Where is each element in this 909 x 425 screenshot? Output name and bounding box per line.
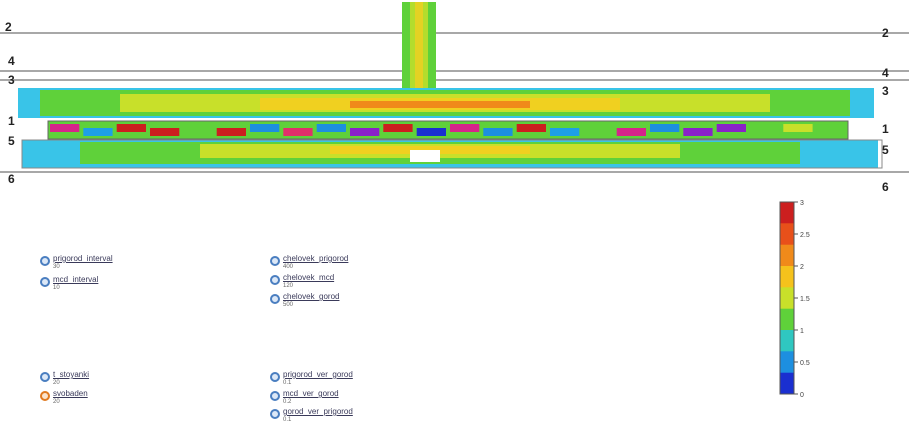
param-value: 0.1: [283, 417, 292, 423]
train-car: [250, 124, 280, 132]
legend-color-band: [780, 287, 794, 310]
param-value: 0.1: [283, 380, 292, 386]
legend-tick-label: 2.5: [800, 232, 810, 239]
train-car: [450, 124, 480, 132]
param-chelovek-mcd[interactable]: chelovek_mcd 120: [270, 274, 334, 290]
legend-color-band: [780, 244, 794, 267]
param-t-stoyanki[interactable]: t_stoyanki 20: [40, 371, 89, 387]
param-name: mcd_ver_gorod: [283, 389, 339, 398]
param-value: 30: [53, 264, 60, 270]
param-value: 120: [283, 283, 294, 289]
legend-color-band: [780, 202, 794, 224]
param-name: prigorod_ver_gorod: [283, 370, 353, 379]
lane-label-right-5: 5: [882, 143, 889, 157]
train-car: [516, 124, 546, 132]
knob-icon[interactable]: [270, 409, 280, 419]
param-mcd-interval[interactable]: mcd_interval 10: [40, 276, 98, 292]
central-track: [47, 120, 849, 140]
knob-icon[interactable]: [40, 372, 50, 382]
legend-tick-label: 1: [800, 328, 804, 335]
param-value: 10: [53, 285, 60, 291]
knob-icon[interactable]: [270, 391, 280, 401]
knob-icon[interactable]: [40, 256, 50, 266]
knob-icon[interactable]: [270, 275, 280, 285]
param-svobaden[interactable]: svobaden 20: [40, 390, 88, 406]
knob-icon[interactable]: [270, 372, 280, 382]
train-car: [816, 128, 846, 136]
lane-label-right-6: 6: [882, 180, 889, 194]
train-car: [150, 128, 180, 136]
param-mcd-ver-gorod[interactable]: mcd_ver_gorod 0.2: [270, 390, 339, 406]
param-name: prigorod_interval: [53, 254, 113, 263]
param-chelovek-prigorod[interactable]: chelovek_prigorod 400: [270, 255, 348, 271]
train-car: [483, 128, 513, 136]
legend-color-band: [780, 372, 794, 395]
param-name: chelovek_gorod: [283, 292, 340, 301]
param-name: mcd_interval: [53, 275, 99, 284]
lane-label-left-3: 3: [8, 73, 15, 87]
param-value: 400: [283, 264, 294, 270]
legend-tick-label: 1.5: [800, 296, 810, 303]
train-car: [50, 124, 80, 132]
param-name: svobaden: [53, 389, 88, 398]
param-name: gorod_ver_prigorod: [283, 407, 353, 416]
param-value: 20: [53, 399, 60, 405]
density-heatmap: [0, 2, 909, 173]
train-car: [683, 128, 713, 136]
param-prigorod-ver-gorod[interactable]: prigorod_ver_gorod 0.1: [270, 371, 353, 387]
legend-tick-label: 3: [800, 200, 804, 207]
legend-tick-label: 0.5: [800, 360, 810, 367]
train-car: [550, 128, 580, 136]
train-car: [583, 124, 613, 132]
param-gorod-ver-prigorod[interactable]: gorod_ver_prigorod 0.1: [270, 408, 353, 424]
lane-label-left-6: 6: [8, 172, 15, 186]
param-chelovek-gorod[interactable]: chelovek_gorod 500: [270, 293, 339, 309]
param-name: chelovek_prigorod: [283, 254, 349, 263]
color-scale-legend: 3 2.5 2 1.5 1 0.5 0: [779, 200, 810, 399]
lane-label-right-4: 4: [882, 66, 889, 80]
lane-label-left-5: 5: [8, 134, 15, 148]
legend-color-band: [780, 223, 794, 246]
train-car: [116, 124, 146, 132]
train-car: [183, 124, 213, 132]
param-value: 20: [53, 380, 60, 386]
lane-label-right-1: 1: [882, 122, 889, 136]
train-car: [650, 124, 680, 132]
lane-label-right-3: 3: [882, 84, 889, 98]
legend-color-band: [780, 308, 794, 331]
legend-ticks: 3 2.5 2 1.5 1 0.5 0: [794, 200, 810, 399]
param-name: t_stoyanki: [53, 370, 90, 379]
lane-label-left-1: 1: [8, 114, 15, 128]
legend-tick-label: 2: [800, 264, 804, 271]
knob-icon[interactable]: [40, 391, 50, 401]
train-car: [283, 128, 313, 136]
train-car: [716, 124, 746, 132]
param-value: 500: [283, 302, 294, 308]
knob-icon[interactable]: [270, 256, 280, 266]
legend-color-band: [780, 266, 794, 288]
track-lines: [0, 32, 909, 173]
train-car: [316, 124, 346, 132]
train-car: [416, 128, 446, 136]
lane-label-left-2: 2: [5, 20, 12, 34]
train-car: [350, 128, 380, 136]
track-base: [47, 120, 849, 140]
legend-color-band: [780, 351, 794, 374]
param-value: 0.2: [283, 399, 292, 405]
legend-tick-label: 0: [800, 392, 804, 399]
train-car: [783, 124, 813, 132]
knob-icon[interactable]: [40, 277, 50, 287]
legend-color-band: [780, 330, 794, 352]
lane-label-left-4: 4: [8, 54, 15, 68]
train-car: [750, 128, 780, 136]
train-car: [83, 128, 113, 136]
train-car: [383, 124, 413, 132]
train-car: [216, 128, 246, 136]
param-prigorod-interval[interactable]: prigorod_interval 30: [40, 255, 113, 271]
param-name: chelovek_mcd: [283, 273, 335, 282]
lane-label-right-2: 2: [882, 26, 889, 40]
legend-bar: [779, 201, 795, 395]
knob-icon[interactable]: [270, 294, 280, 304]
train-car: [616, 128, 646, 136]
